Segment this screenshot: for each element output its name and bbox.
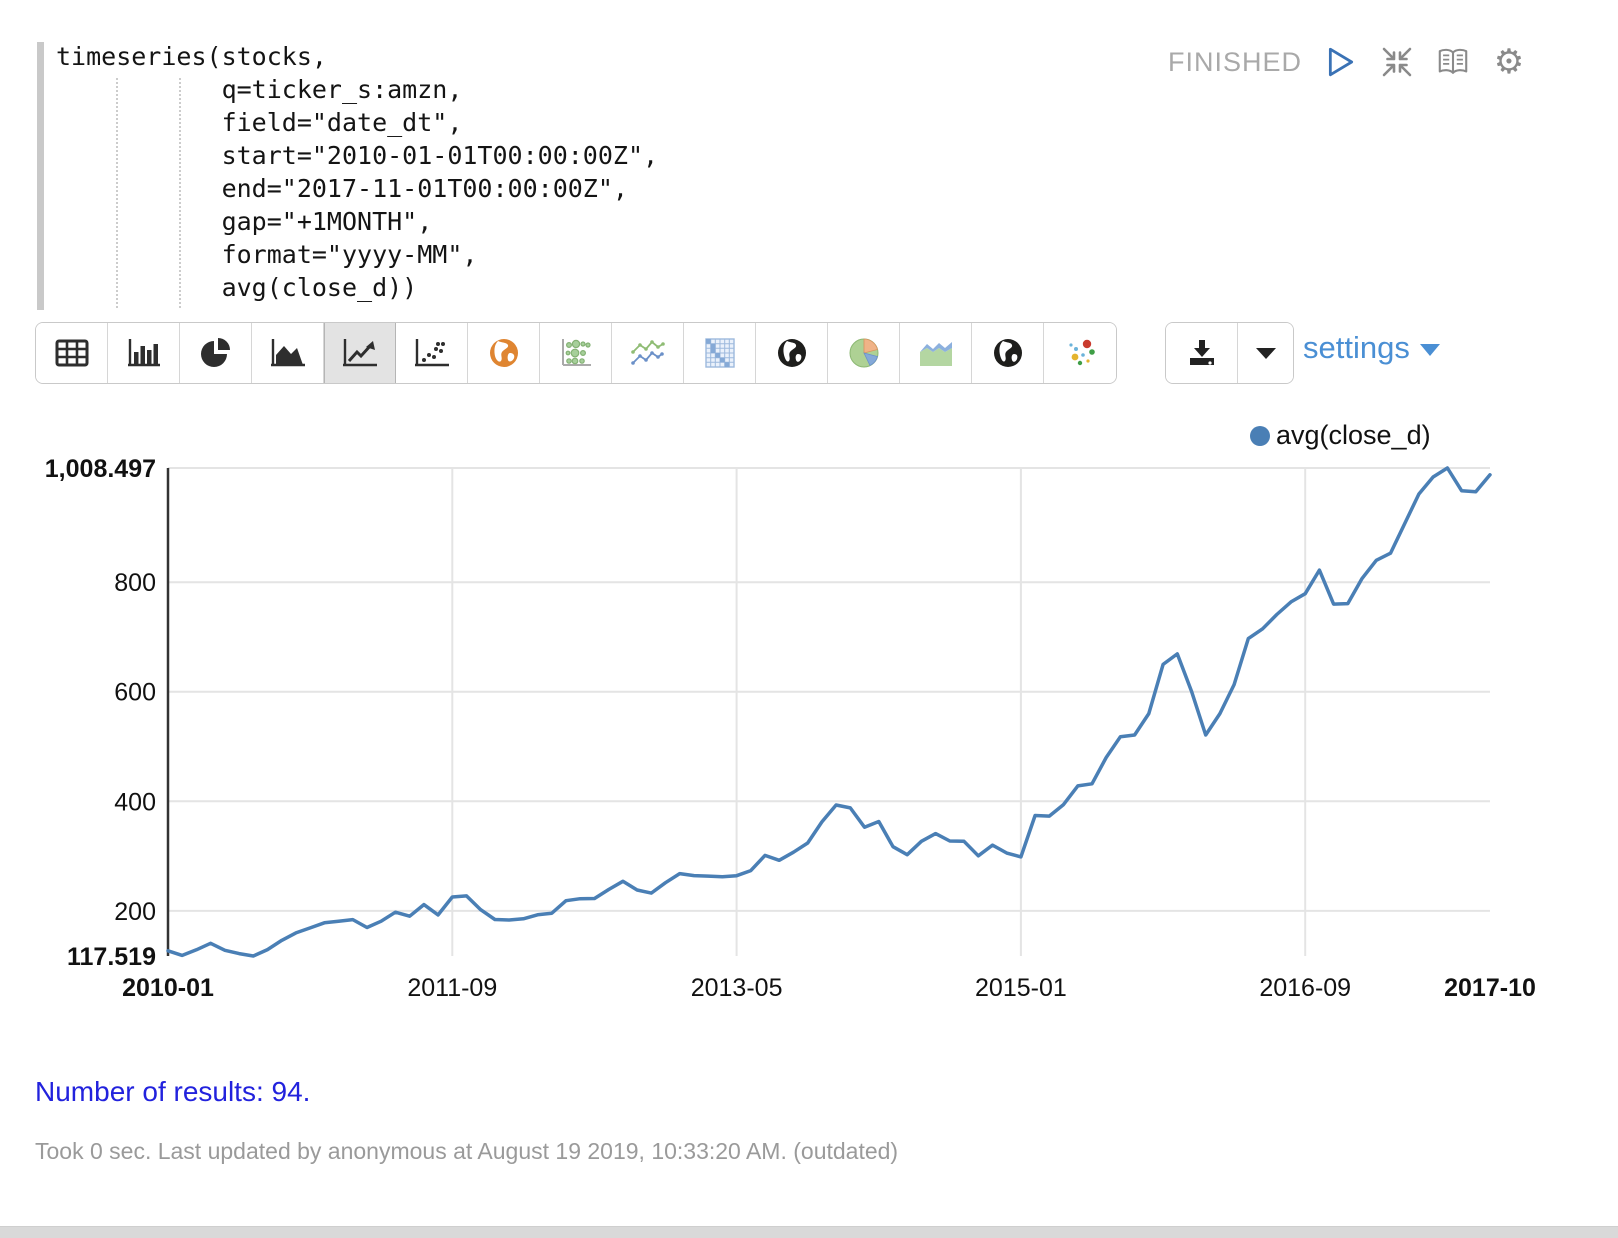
settings-toggle[interactable]: settings (1303, 330, 1440, 366)
chart-type-toolbar (35, 322, 1117, 384)
legend-item[interactable]: avg(close_d) (1250, 420, 1431, 451)
bubble-grid-icon[interactable] (540, 323, 612, 383)
download-control (1165, 322, 1294, 384)
globe-dark-icon[interactable] (756, 323, 828, 383)
svg-text:2013-05: 2013-05 (691, 974, 783, 1002)
legend-swatch (1250, 425, 1270, 446)
pie-chart-icon[interactable] (180, 323, 252, 383)
svg-text:2011-09: 2011-09 (407, 974, 497, 1002)
line-chart-icon[interactable] (324, 323, 396, 383)
area-chart-icon[interactable] (252, 323, 324, 383)
svg-text:2017-10: 2017-10 (1444, 974, 1536, 1002)
download-caret-button[interactable] (1237, 323, 1293, 383)
play-icon[interactable] (1324, 45, 1358, 79)
svg-text:2010-01: 2010-01 (122, 974, 214, 1002)
indent-guide (179, 78, 181, 308)
status-badge: FINISHED (1167, 46, 1302, 77)
svg-text:2015-01: 2015-01 (975, 974, 1067, 1002)
line-chart[interactable]: 1,008.497 200 400 600 800 117.519 2010-01 2011-… (25, 450, 1585, 1010)
paragraph-footer: Took 0 sec. Last updated by anonymous at… (35, 1138, 899, 1164)
svg-text:2016-09: 2016-09 (1259, 974, 1351, 1002)
indent-guide (116, 78, 118, 308)
compress-icon[interactable] (1380, 45, 1414, 79)
scatter-color-icon[interactable] (1044, 323, 1116, 383)
paragraph-controls: FINISHED ⚙ (1168, 45, 1526, 79)
svg-text:600: 600 (114, 679, 156, 707)
heatmap-grid-icon[interactable] (684, 323, 756, 383)
gear-icon[interactable]: ⚙ (1493, 42, 1525, 82)
pie-color-icon[interactable] (828, 323, 900, 383)
settings-label: settings (1303, 330, 1410, 365)
scatter-plot-icon[interactable] (396, 323, 468, 383)
results-count: Number of results: 94. (35, 1076, 311, 1107)
multi-line-icon[interactable] (612, 323, 684, 383)
paragraph-gutter (37, 42, 44, 310)
globe-orange-icon[interactable] (468, 323, 540, 383)
svg-text:200: 200 (114, 898, 156, 926)
area-color-icon[interactable] (900, 323, 972, 383)
bottom-divider (0, 1226, 1618, 1238)
svg-text:1,008.497: 1,008.497 (45, 455, 156, 483)
svg-text:117.519: 117.519 (67, 943, 156, 971)
svg-text:400: 400 (114, 788, 156, 816)
svg-text:800: 800 (114, 569, 156, 597)
book-icon[interactable] (1436, 45, 1470, 79)
table-icon[interactable] (36, 323, 108, 383)
globe-dark2-icon[interactable] (972, 323, 1044, 383)
bar-chart-icon[interactable] (108, 323, 180, 383)
legend-label: avg(close_d) (1276, 420, 1431, 450)
chevron-down-icon (1419, 344, 1440, 356)
download-button[interactable] (1166, 323, 1237, 383)
code-editor[interactable]: timeseries(stocks, q=ticker_s:amzn, fiel… (56, 42, 659, 302)
